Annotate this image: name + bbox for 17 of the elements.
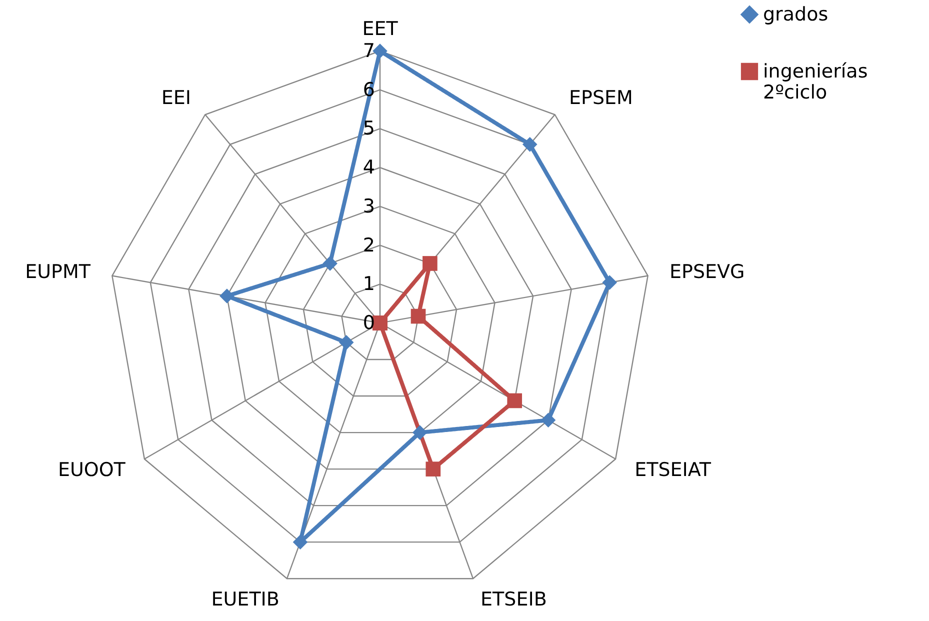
legend-label: grados xyxy=(763,4,828,26)
spoke-label: EPSEM xyxy=(568,86,633,109)
spoke-label: EUOOT xyxy=(58,459,126,481)
spoke-label: ETSEIB xyxy=(480,588,547,610)
legend-label: ingenierías 2ºciclo xyxy=(763,60,868,104)
spoke-label: EPSEVG xyxy=(670,260,745,283)
y-tick-label: 4 xyxy=(362,156,375,179)
spoke-label: EUPMT xyxy=(25,260,91,283)
y-tick-label: 5 xyxy=(362,118,375,140)
spoke-label: ETSEIAT xyxy=(634,459,712,481)
y-tick-label: 1 xyxy=(362,273,375,296)
spoke-label: EET xyxy=(362,18,398,40)
y-tick-label: 3 xyxy=(362,195,375,218)
spoke-label: EEI xyxy=(161,86,192,109)
y-tick-label: 2 xyxy=(362,234,375,256)
y-tick-label: 7 xyxy=(362,40,375,62)
spoke-label: EUETIB xyxy=(211,588,280,610)
